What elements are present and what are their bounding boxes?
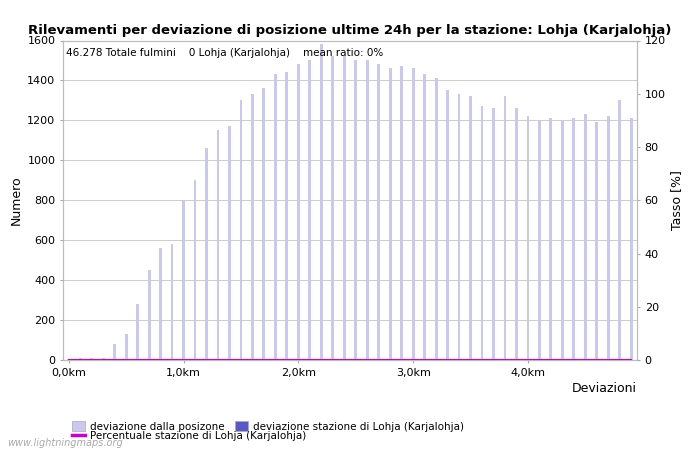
Bar bbox=[446, 90, 449, 360]
Text: www.lightningmaps.org: www.lightningmaps.org bbox=[7, 438, 122, 448]
Bar bbox=[503, 96, 506, 360]
Title: Rilevamenti per deviazione di posizione ultime 24h per la stazione: Lohja (Karja: Rilevamenti per deviazione di posizione … bbox=[28, 23, 672, 36]
Bar bbox=[492, 108, 495, 360]
Bar bbox=[630, 118, 633, 360]
Bar bbox=[297, 64, 300, 360]
Bar bbox=[320, 45, 323, 360]
Bar bbox=[309, 60, 312, 360]
Bar bbox=[228, 126, 231, 360]
Bar bbox=[136, 304, 139, 360]
Bar bbox=[618, 100, 621, 360]
Bar bbox=[526, 117, 529, 360]
Y-axis label: Tasso [%]: Tasso [%] bbox=[670, 170, 683, 230]
Text: Deviazioni: Deviazioni bbox=[572, 382, 637, 396]
Bar bbox=[354, 60, 357, 360]
Bar bbox=[194, 180, 197, 360]
Bar bbox=[538, 120, 541, 360]
Bar bbox=[102, 358, 104, 360]
Bar bbox=[205, 148, 208, 360]
Bar bbox=[584, 114, 587, 360]
Bar bbox=[343, 56, 346, 360]
Bar bbox=[550, 118, 552, 360]
Bar bbox=[400, 67, 403, 360]
Bar bbox=[596, 122, 598, 360]
Legend: deviazione dalla posizone, deviazione stazione di Lohja (Karjalohja): deviazione dalla posizone, deviazione st… bbox=[68, 417, 468, 436]
Bar bbox=[159, 248, 162, 360]
Bar bbox=[251, 94, 254, 360]
Bar bbox=[458, 94, 461, 360]
Bar bbox=[389, 68, 391, 360]
Bar bbox=[262, 88, 265, 360]
Bar bbox=[216, 130, 219, 360]
Bar bbox=[90, 358, 93, 360]
Bar bbox=[239, 100, 242, 360]
Y-axis label: Numero: Numero bbox=[10, 176, 23, 225]
Bar bbox=[573, 118, 575, 360]
Bar bbox=[515, 108, 518, 360]
Bar bbox=[481, 106, 484, 360]
Bar bbox=[125, 334, 127, 360]
Bar bbox=[424, 74, 426, 360]
Bar bbox=[377, 64, 380, 360]
Bar bbox=[79, 358, 82, 360]
Legend: Percentuale stazione di Lohja (Karjalohja): Percentuale stazione di Lohja (Karjalohj… bbox=[68, 427, 311, 445]
Bar bbox=[148, 270, 150, 360]
Text: 46.278 Totale fulmini    0 Lohja (Karjalohja)    mean ratio: 0%: 46.278 Totale fulmini 0 Lohja (Karjalohj… bbox=[66, 49, 383, 58]
Bar bbox=[274, 74, 276, 360]
Bar bbox=[286, 72, 288, 360]
Bar bbox=[469, 96, 472, 360]
Bar bbox=[435, 78, 438, 360]
Bar bbox=[366, 60, 369, 360]
Bar bbox=[561, 120, 564, 360]
Bar bbox=[607, 117, 610, 360]
Bar bbox=[182, 200, 185, 360]
Bar bbox=[412, 68, 414, 360]
Bar bbox=[113, 344, 116, 360]
Bar bbox=[331, 56, 334, 360]
Bar bbox=[67, 359, 70, 360]
Bar bbox=[171, 244, 174, 360]
